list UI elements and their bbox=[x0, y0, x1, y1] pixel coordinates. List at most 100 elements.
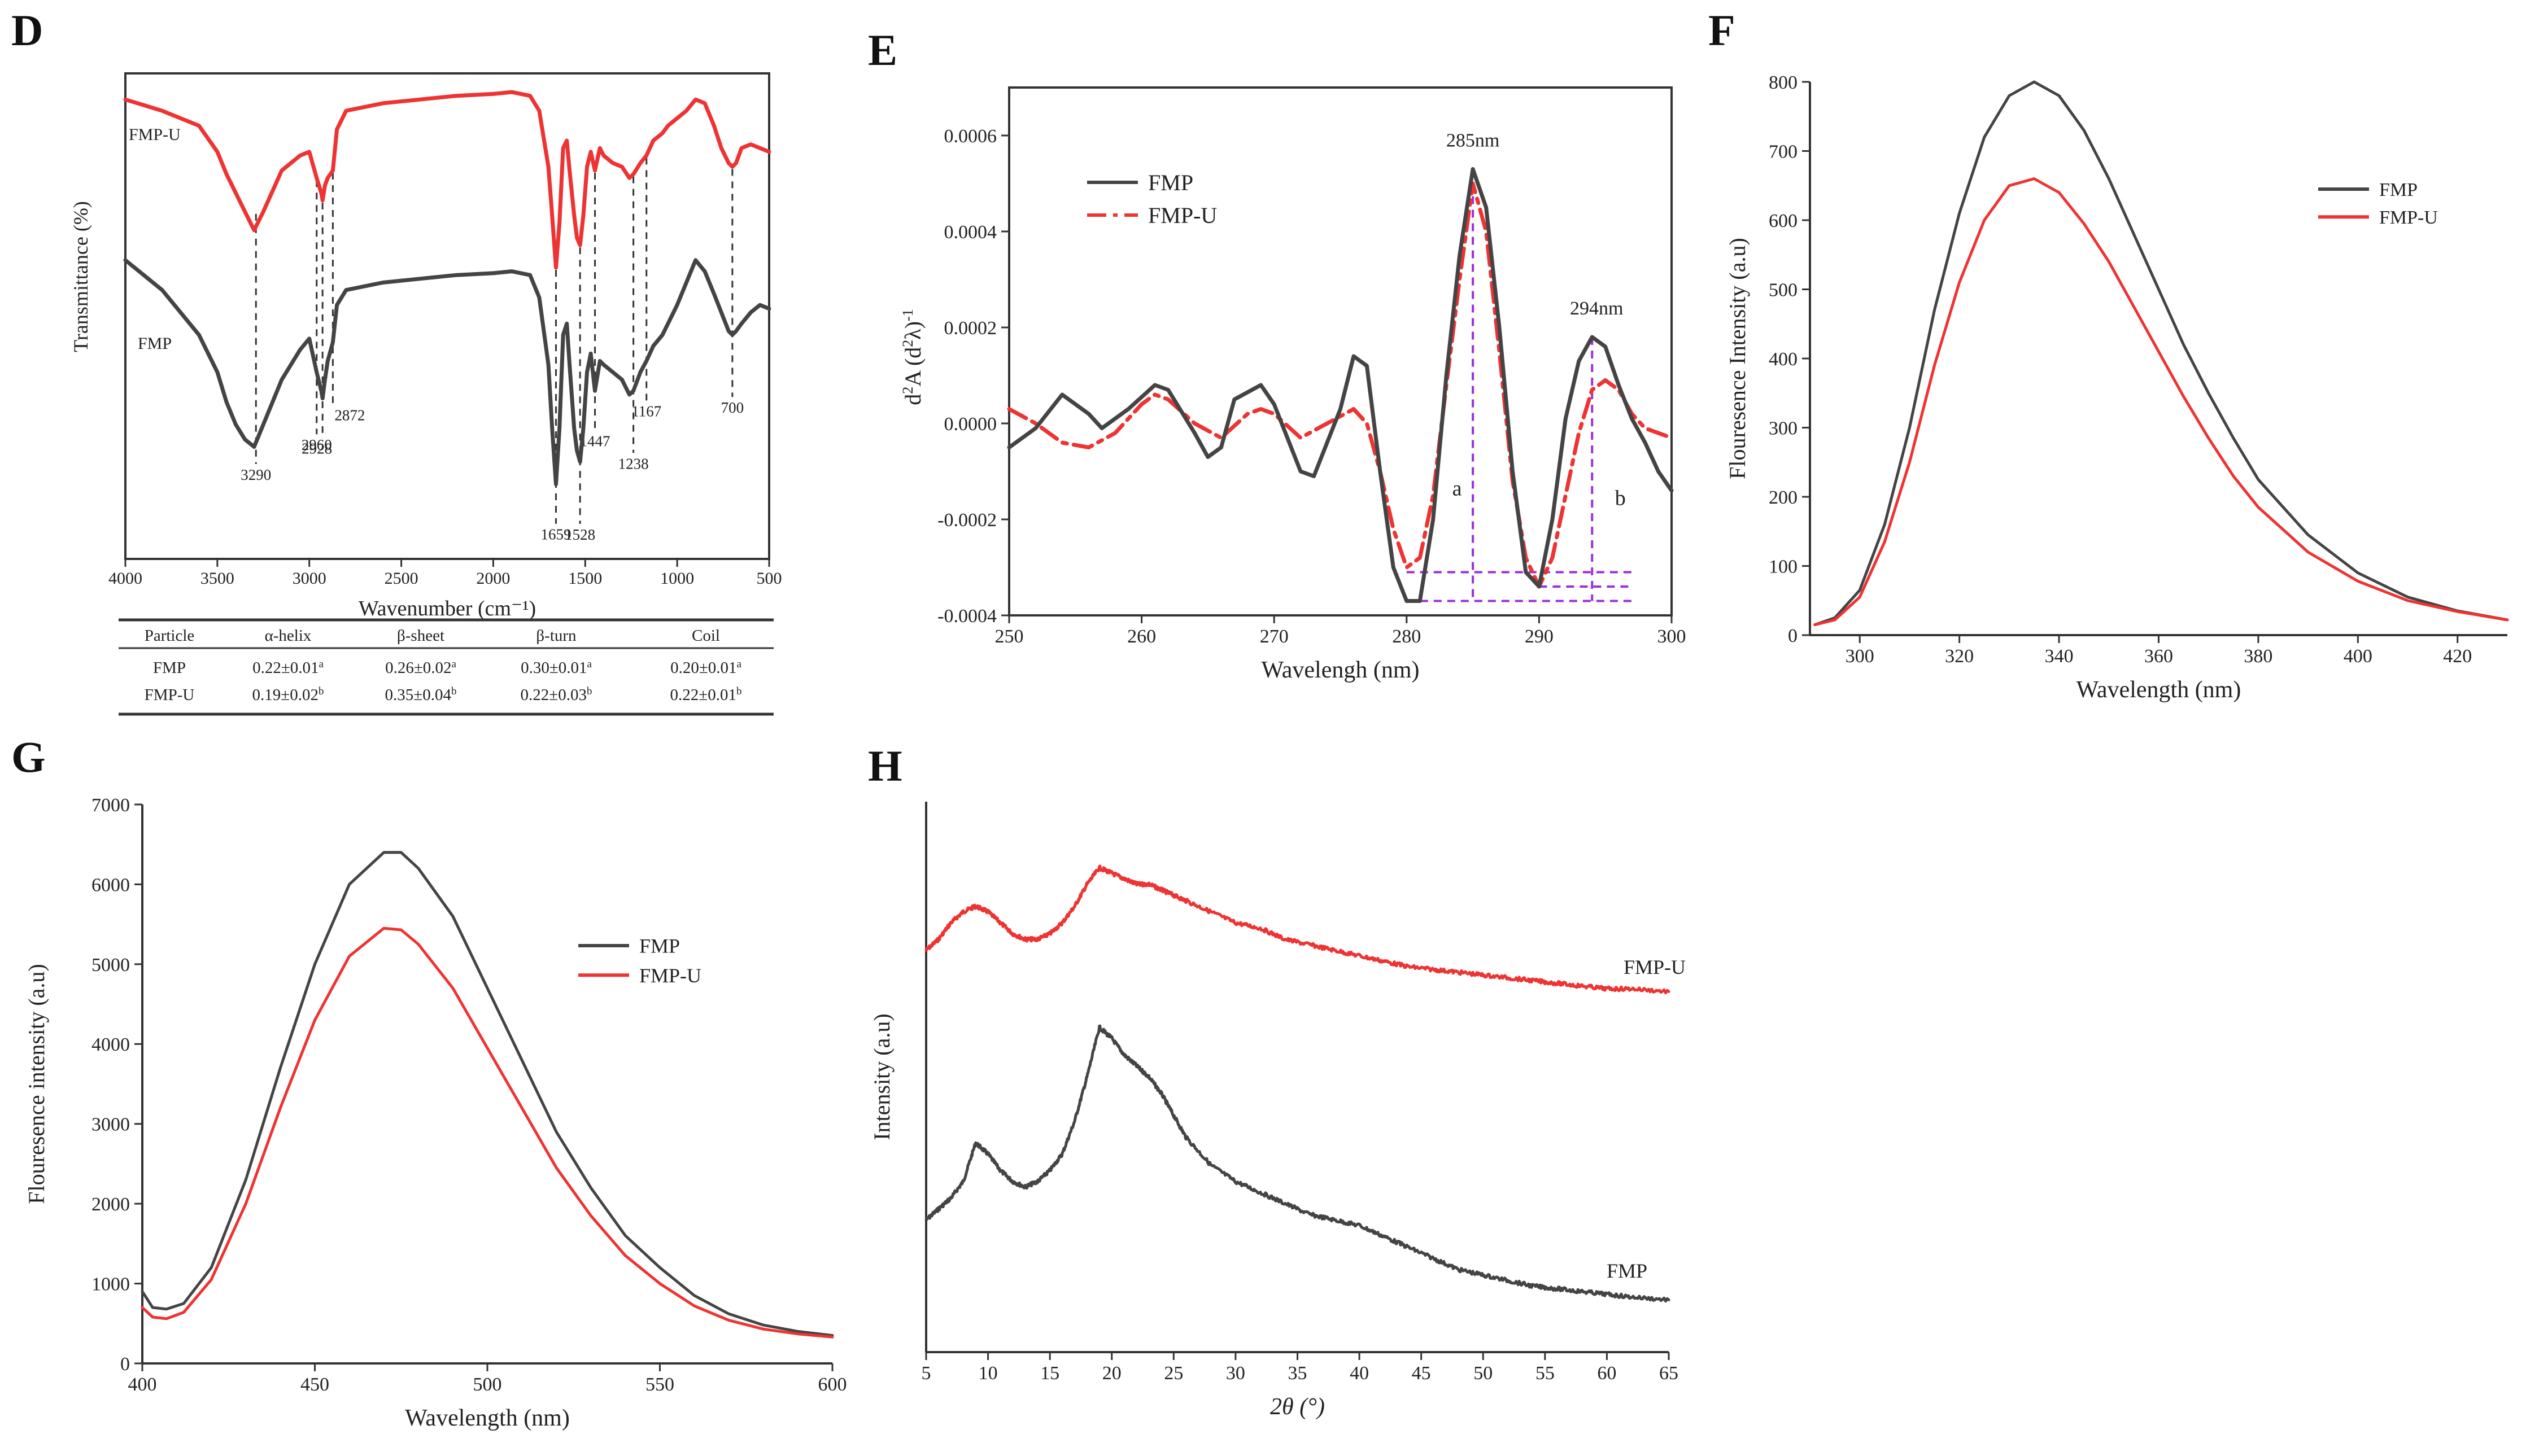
ftir-peak-label: 3290 bbox=[241, 466, 271, 483]
ftir-x-tick-label: 2000 bbox=[476, 569, 510, 588]
ftir-peak-label: 1447 bbox=[580, 432, 610, 449]
fluor-f-x-tick-label: 420 bbox=[2443, 646, 2472, 667]
table-cell-superscript: a bbox=[451, 658, 456, 670]
ftir-peak-label: 1238 bbox=[618, 455, 649, 472]
fluor-f-x-axis-title: Wavelength (nm) bbox=[2076, 677, 2241, 703]
table-cell-superscript: b bbox=[587, 685, 592, 697]
table-cell: 0.35±0.04b bbox=[385, 685, 457, 704]
fluor-g-x-tick-label: 550 bbox=[645, 1374, 674, 1395]
xrd-fmp-line bbox=[924, 1024, 1670, 1303]
deriv-frame bbox=[1008, 86, 1673, 616]
ftir-x-tick-label: 3500 bbox=[200, 569, 234, 588]
fluor-g-x-tick-label: 600 bbox=[818, 1374, 847, 1395]
table-cell: 0.22±0.03b bbox=[521, 685, 592, 704]
deriv-y-tick-label: 0.0000 bbox=[944, 414, 997, 435]
fluor-g-y-tick-label: 1000 bbox=[91, 1274, 130, 1295]
deriv-x-tick-label: 280 bbox=[1392, 626, 1421, 647]
fluor-g-x-tick-label: 500 bbox=[473, 1374, 502, 1395]
ftir-x-tick-label: 1000 bbox=[660, 569, 694, 588]
deriv-y-tick-label: 0.0006 bbox=[944, 126, 997, 147]
ftir-x-tick-label: 4000 bbox=[108, 569, 142, 588]
fluor-g-y-tick-label: 6000 bbox=[91, 875, 130, 895]
ftir-label-fmpu: FMP-U bbox=[129, 125, 181, 144]
fluor-f-y-tick-label: 700 bbox=[1769, 141, 1798, 162]
deriv-y-title-part: A (d bbox=[900, 347, 926, 387]
ftir-frame bbox=[124, 72, 770, 560]
fluor-f-y-tick-label: 800 bbox=[1769, 72, 1798, 93]
fluor-g-y-tick-label: 4000 bbox=[91, 1034, 130, 1055]
ftir-peak-label: 2960 bbox=[302, 436, 332, 453]
ftir-label-fmp: FMP bbox=[138, 334, 172, 353]
deriv-legend-label: FMP bbox=[1148, 170, 1193, 195]
table-column-header: Particle bbox=[145, 627, 195, 645]
fluor-f-x-tick-label: 320 bbox=[1945, 646, 1974, 667]
ftir-peak-label: 700 bbox=[721, 399, 744, 416]
table-column-header: Coil bbox=[692, 627, 720, 645]
xrd-x-axis-title: 2θ (°) bbox=[1270, 1394, 1325, 1420]
xrd-x-tick-label: 20 bbox=[1102, 1363, 1122, 1384]
table-cell-superscript: b bbox=[319, 685, 324, 697]
xrd-x-tick-label: 30 bbox=[1226, 1363, 1245, 1384]
fluor-f-y-tick-label: 100 bbox=[1769, 556, 1798, 577]
xrd-x-tick-label: 5 bbox=[922, 1363, 931, 1384]
fluor-f-y-tick-label: 500 bbox=[1769, 279, 1798, 300]
panel-letter-e: E bbox=[868, 25, 897, 75]
deriv-marker-a: a bbox=[1452, 477, 1462, 501]
ftir-peak-label: 1167 bbox=[631, 403, 661, 419]
table-cell: 0.30±0.01a bbox=[521, 658, 592, 677]
table-column-header: β-turn bbox=[536, 627, 577, 645]
deriv-x-tick-label: 270 bbox=[1260, 626, 1289, 647]
deriv-fmpu-line bbox=[1007, 181, 1674, 589]
xrd-x-tick-label: 45 bbox=[1412, 1363, 1431, 1384]
deriv-x-axis-title: Wavelengh (nm) bbox=[1261, 657, 1419, 683]
table-cell-superscript: a bbox=[587, 658, 592, 670]
ftir-x-axis-title: Wavenumber (cm⁻¹) bbox=[359, 597, 536, 620]
ftir-peak-label: 1659 bbox=[540, 526, 571, 543]
table-cell-superscript: a bbox=[736, 658, 741, 670]
ftir-peak-label: 2928 bbox=[302, 440, 332, 457]
fluor-f-fmpu-line bbox=[1813, 177, 2509, 627]
xrd-y-axis-title: Intensity (a.u) bbox=[869, 1013, 895, 1140]
deriv-y-title-part: 2 bbox=[900, 340, 916, 347]
deriv-peak-label-285: 285nm bbox=[1446, 130, 1499, 151]
xrd-x-tick-label: 35 bbox=[1288, 1363, 1307, 1384]
fluor-f-y-tick-label: 200 bbox=[1769, 487, 1798, 508]
deriv-y-title-part: λ) bbox=[900, 321, 926, 340]
deriv-y-title-part: -1 bbox=[900, 309, 916, 321]
deriv-y-tick-label: -0.0002 bbox=[937, 510, 997, 531]
ftir-y-axis-title: Transmittance (%) bbox=[69, 201, 92, 352]
ftir-x-tick-label: 2500 bbox=[385, 569, 418, 588]
panel-letter-g: G bbox=[11, 732, 46, 781]
fluor-g-y-tick-label: 5000 bbox=[91, 955, 130, 976]
fluor-g-fmp-line bbox=[141, 851, 834, 1337]
table-column-header: β-sheet bbox=[397, 627, 444, 645]
fluor-f-x-tick-label: 340 bbox=[2045, 646, 2074, 667]
fluor-g-y-tick-label: 2000 bbox=[91, 1194, 130, 1215]
fluor-g-x-tick-label: 400 bbox=[128, 1374, 157, 1395]
fluor-f-fmp-line bbox=[1813, 80, 2509, 627]
xrd-label-fmp: FMP bbox=[1607, 1260, 1647, 1282]
ftir-x-tick-label: 500 bbox=[757, 569, 782, 588]
fluor-f-x-tick-label: 360 bbox=[2144, 646, 2173, 667]
deriv-y-tick-label: 0.0004 bbox=[944, 222, 997, 243]
xrd-x-tick-label: 10 bbox=[979, 1363, 998, 1384]
xrd-x-tick-label: 55 bbox=[1535, 1363, 1555, 1384]
deriv-x-tick-label: 290 bbox=[1525, 626, 1554, 647]
table-cell-superscript: a bbox=[319, 658, 324, 670]
panel-letter-d: D bbox=[11, 6, 43, 55]
deriv-peak-label-294: 294nm bbox=[1570, 298, 1623, 319]
deriv-y-axis-title: d2A (d2λ)-1 bbox=[900, 309, 926, 405]
ftir-x-tick-label: 3000 bbox=[293, 569, 326, 588]
xrd-x-tick-label: 40 bbox=[1350, 1363, 1369, 1384]
ftir-fmpu-line bbox=[123, 90, 771, 270]
panel-letter-f: F bbox=[1708, 6, 1735, 55]
table-cell: 0.22±0.01b bbox=[670, 685, 742, 704]
deriv-y-tick-label: 0.0002 bbox=[944, 318, 997, 339]
fluor-f-y-tick-label: 300 bbox=[1769, 418, 1798, 439]
fluor-g-fmpu-line bbox=[141, 926, 834, 1339]
table-cell-superscript: b bbox=[736, 685, 742, 697]
fluor-g-y-axis-title: Flouresence intensity (a.u) bbox=[24, 964, 49, 1204]
table-cell: 0.22±0.01a bbox=[252, 658, 324, 677]
fluor-g-legend-label: FMP-U bbox=[639, 964, 701, 987]
